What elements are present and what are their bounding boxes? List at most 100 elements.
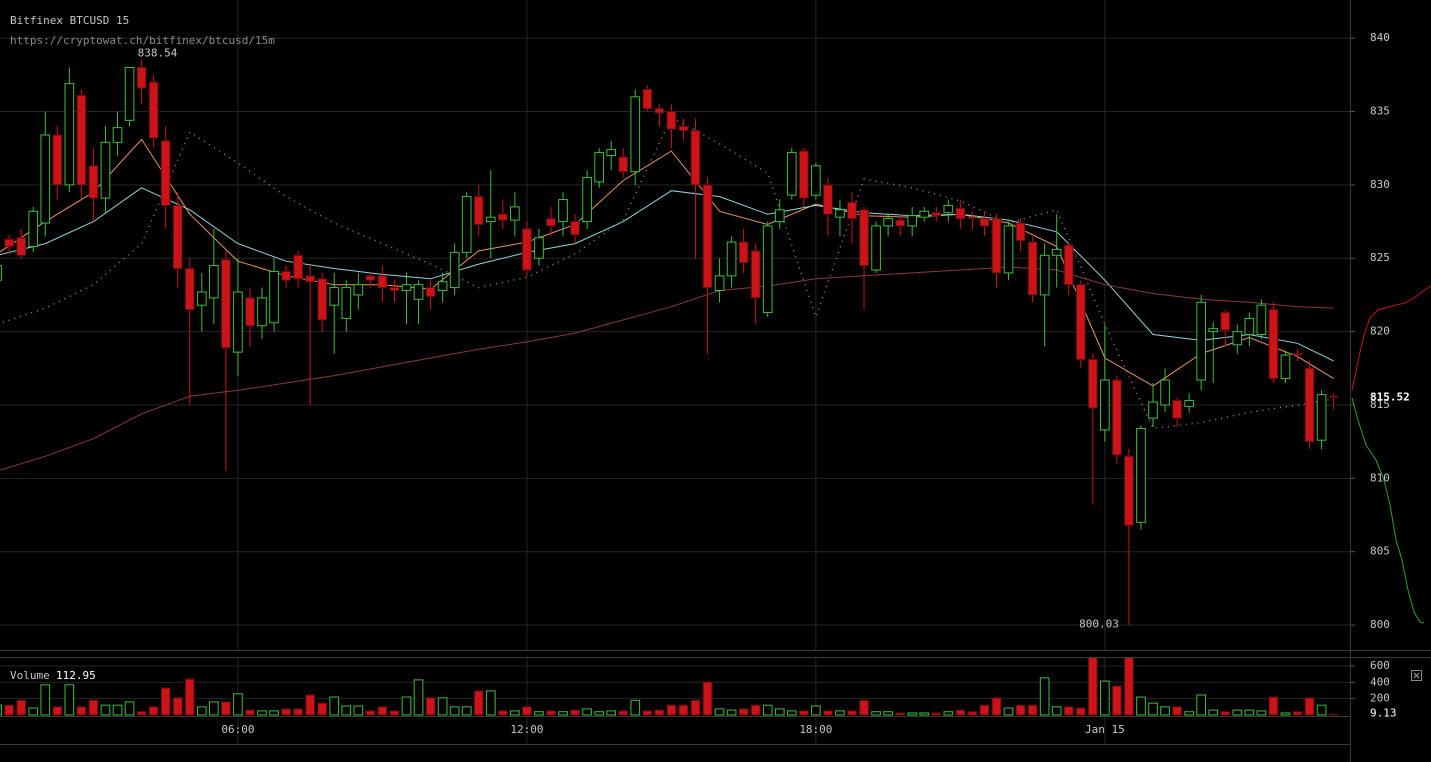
volume-bar [257,710,267,716]
candle-body [1015,222,1026,242]
volume-bar [1124,658,1134,716]
candle-body [28,210,39,248]
volume-bar [28,707,39,716]
volume-bar [1268,696,1279,716]
volume-bar [1328,713,1339,716]
volume-bar [401,696,412,716]
candle-body [618,156,629,173]
volume-bar [425,697,436,716]
candle-body [546,218,556,227]
volume-bar [1003,707,1014,716]
candle-body [919,210,930,218]
candle-body [100,141,111,199]
volume-bar [630,699,641,716]
candle-body [534,237,544,259]
volume-bar [1172,706,1182,716]
volume-bar [510,710,520,716]
candle-body [269,270,279,324]
volume-bar [184,678,195,716]
candle-body [389,287,400,292]
volume-bar [750,704,761,716]
candle-body [233,291,243,353]
candle-body [0,265,2,281]
candle-body [257,297,267,327]
volume-bar [148,706,159,716]
candle-body [702,184,713,289]
candle-body [967,216,978,220]
volume-bar [16,699,27,716]
candle-body [606,149,617,157]
candle-body [642,89,653,110]
volume-bar [835,710,845,716]
volume-bar [726,709,737,716]
candle-body [1232,331,1243,346]
y-tick-label: 840 [1370,31,1390,44]
volume-bar [473,690,484,716]
candle-body [1124,455,1134,526]
candle-body [172,204,183,270]
candle-body [570,221,580,236]
candle-body [221,259,231,349]
candle-body [353,284,364,296]
volume-bar [88,699,99,716]
volume-bar [485,690,496,716]
candle-body [437,281,448,292]
volume-bar [305,694,316,716]
candle-body [678,125,689,132]
candle-body [558,199,568,223]
volume-bar [1292,711,1303,716]
candle-body [1100,379,1110,431]
volume-bar [582,708,592,716]
candle-body [738,241,749,264]
depth-bids [1351,397,1425,624]
volume-bar [293,708,303,716]
candle-body [1268,309,1279,380]
candle-body [799,150,809,199]
volume-bar [690,699,701,716]
volume-bar [907,712,918,716]
candle-body [1112,379,1122,456]
candle-body [1051,248,1062,256]
volume-bar [269,710,279,716]
candle-body [907,215,918,227]
volume-bar [666,704,677,716]
candle-body [1220,312,1231,331]
y-tick-label: 815 [1370,398,1390,411]
volume-bar [497,710,508,716]
candle-body [1003,225,1014,274]
candle-body [991,218,1002,274]
close-button[interactable] [1411,670,1422,681]
volume-bar [558,711,568,716]
volume-bar [172,697,183,716]
volume-bar [1232,709,1243,716]
volume-bar [112,704,123,716]
candle-body [582,177,592,223]
volume-bar [281,708,291,716]
volume-bar [1015,704,1026,716]
candle-body [497,213,508,221]
volume-bar [859,699,869,716]
candle-body [943,204,954,214]
candle-body [1292,353,1303,356]
candle-body [1280,354,1291,380]
volume-bar [883,711,893,716]
candle-body [594,152,604,183]
volume-bar [943,711,954,716]
candle-body [160,140,171,206]
volume-bar [618,710,629,716]
volume-bar [52,706,63,716]
candle-body [136,66,147,89]
candle-body [245,297,255,327]
volume-bar [594,711,604,716]
candle-body [955,207,966,220]
volume-bar [979,704,990,716]
volume-bar [1304,697,1315,716]
volume-bar [702,681,713,716]
volume-bar [461,706,472,716]
volume-bar [353,705,364,716]
candle-body [112,127,123,143]
candle-body [1087,358,1098,409]
volume-bar [124,701,135,716]
volume-bar [209,701,219,716]
volume-bar [160,687,171,716]
